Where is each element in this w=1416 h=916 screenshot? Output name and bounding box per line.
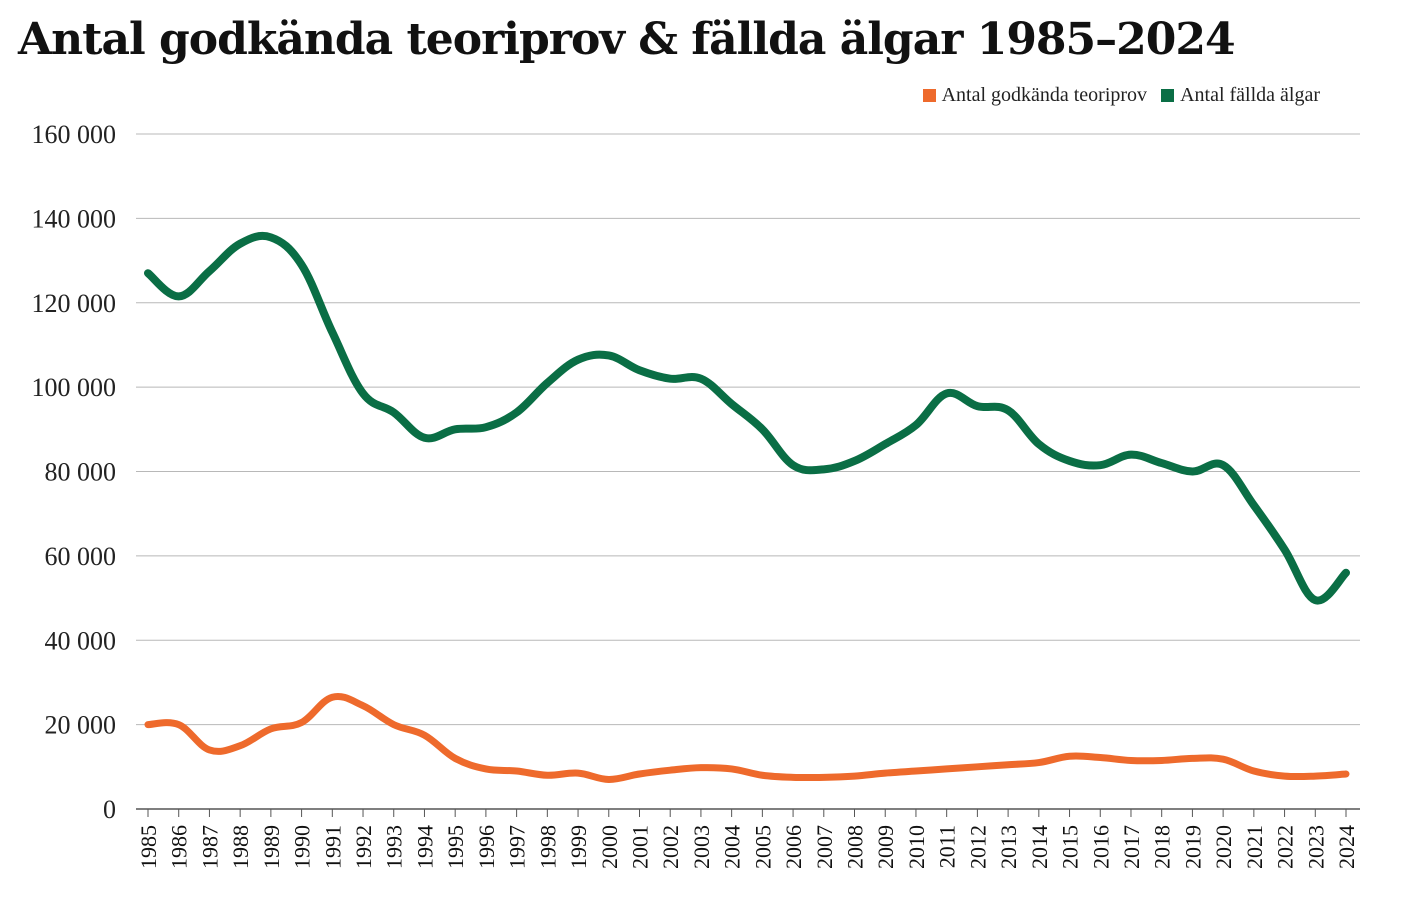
- x-tick-label: 2012: [965, 825, 990, 869]
- x-tick-label: 2019: [1180, 825, 1205, 869]
- x-tick-label: 1990: [290, 825, 315, 869]
- legend-swatch-teoriprov: [922, 89, 936, 102]
- x-tick-label: 1994: [412, 825, 437, 869]
- x-tick-label: 1992: [351, 825, 376, 869]
- legend-item-teoriprov: Antal godkända teoriprov: [922, 84, 1148, 107]
- y-tick-label: 60 000: [45, 542, 117, 571]
- x-tick-label: 2020: [1211, 825, 1236, 869]
- chart-legend: Antal godkända teoriprov Antal fällda äl…: [922, 84, 1320, 107]
- x-tick-label: 2016: [1088, 825, 1113, 869]
- x-tick-label: 1986: [167, 825, 192, 869]
- legend-label-teoriprov: Antal godkända teoriprov: [941, 84, 1148, 106]
- y-tick-label: 40 000: [45, 626, 117, 655]
- x-tick-label: 2005: [750, 825, 775, 869]
- y-tick-label: 100 000: [32, 373, 117, 402]
- x-tick-label: 1987: [197, 825, 222, 869]
- x-tick-label: 2006: [781, 825, 806, 869]
- x-tick-label: 2024: [1334, 825, 1359, 869]
- x-tick-label: 2013: [996, 825, 1021, 869]
- x-tick-label: 2021: [1242, 825, 1267, 869]
- x-tick-label: 1988: [228, 825, 253, 869]
- x-tick-label: 2018: [1150, 825, 1175, 869]
- x-tick-label: 2009: [873, 825, 898, 869]
- y-tick-label: 20 000: [45, 711, 117, 740]
- x-tick-label: 2008: [843, 825, 868, 869]
- x-tick-label: 2011: [935, 825, 960, 868]
- x-tick-label: 2015: [1058, 825, 1083, 869]
- x-tick-label: 2002: [658, 825, 683, 869]
- x-tick-label: 1985: [136, 825, 161, 869]
- legend-label-algar: Antal fällda älgar: [1180, 84, 1320, 106]
- x-tick-label: 1999: [566, 825, 591, 869]
- y-tick-label: 80 000: [45, 458, 117, 487]
- x-tick-label: 1998: [535, 825, 560, 869]
- x-tick-label: 2022: [1273, 825, 1298, 869]
- x-tick-label: 1997: [505, 825, 530, 869]
- x-tick-label: 2023: [1303, 825, 1328, 869]
- x-tick-label: 2010: [904, 825, 929, 869]
- x-tick-label: 1996: [474, 825, 499, 869]
- x-tick-label: 1995: [443, 825, 468, 869]
- series-line-algar: [144, 231, 1350, 605]
- x-tick-label: 2017: [1119, 825, 1144, 869]
- x-tick-label: 2003: [689, 825, 714, 869]
- y-tick-label: 140 000: [32, 204, 117, 233]
- y-tick-label: 0: [103, 795, 116, 824]
- y-tick-label: 160 000: [32, 120, 117, 149]
- legend-item-algar: Antal fällda älgar: [1161, 84, 1320, 107]
- chart-title: Antal godkända teoriprov & fällda älgar …: [18, 14, 1236, 65]
- y-tick-label: 120 000: [32, 289, 117, 318]
- x-tick-label: 2000: [597, 825, 622, 869]
- x-tick-label: 1993: [382, 825, 407, 869]
- x-tick-label: 2014: [1027, 825, 1052, 869]
- series-line-teoriprov: [144, 692, 1350, 783]
- x-tick-label: 2001: [627, 825, 652, 869]
- x-tick-label: 1991: [320, 825, 345, 869]
- x-tick-label: 1989: [259, 825, 284, 869]
- legend-swatch-algar: [1161, 89, 1175, 102]
- x-tick-label: 2004: [720, 825, 745, 869]
- x-tick-label: 2007: [812, 825, 837, 869]
